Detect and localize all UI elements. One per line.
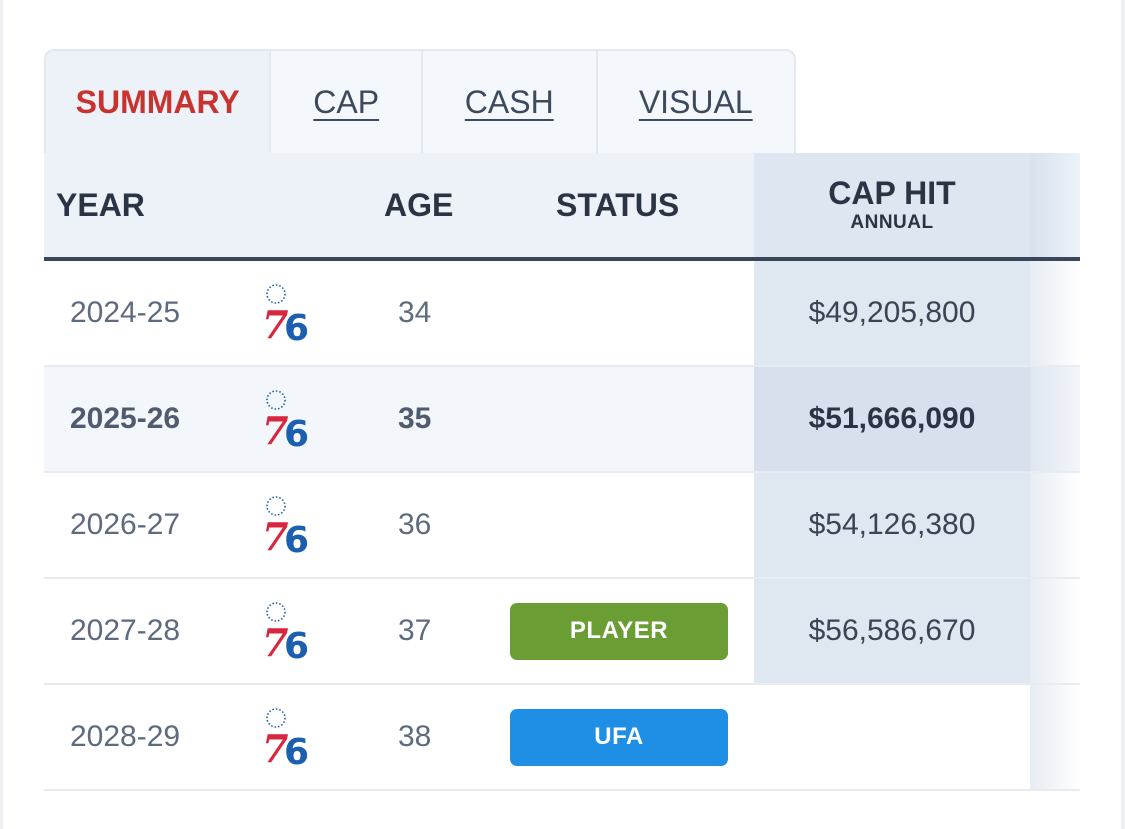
logo-digit-7: 7 — [262, 302, 288, 344]
status-cell — [509, 473, 729, 577]
logo-digit-6: 6 — [284, 414, 309, 450]
year-cell: 2026-27 — [70, 508, 181, 541]
age-cell: 36 — [398, 508, 432, 541]
header-cap-hit-sublabel: ANNUAL — [850, 212, 934, 233]
scroll-fade — [1030, 261, 1080, 365]
tab-cash[interactable]: CASH — [420, 51, 596, 153]
year-cell: 2028-29 — [70, 720, 181, 753]
age-cell: 35 — [398, 402, 432, 435]
year-cell: 2024-25 — [70, 296, 181, 329]
scroll-fade — [1030, 579, 1080, 683]
tab-visual[interactable]: VISUAL — [595, 51, 794, 153]
frame-left-edge — [0, 0, 3, 829]
logo-digit-7: 7 — [262, 726, 288, 768]
logo-digit-7: 7 — [262, 620, 288, 662]
status-cell: UFA — [509, 685, 729, 789]
tab-bar: SUMMARY CAP CASH VISUAL — [44, 49, 796, 153]
age-cell: 37 — [398, 614, 432, 647]
scroll-fade — [1030, 367, 1080, 471]
logo-digit-6: 6 — [284, 308, 309, 344]
cap-hit-cell: $51,666,090 — [754, 367, 1030, 471]
table-header: YEAR AGE STATUS CAP HIT ANNUAL — [44, 153, 1080, 261]
scroll-fade — [1030, 473, 1080, 577]
header-status: STATUS — [556, 186, 680, 223]
scroll-fade — [1030, 685, 1080, 789]
age-cell: 34 — [398, 296, 432, 329]
contract-table: YEAR AGE STATUS CAP HIT ANNUAL 2024-25 7… — [44, 153, 1080, 791]
ufa-status-badge[interactable]: UFA — [510, 708, 728, 766]
logo-digit-7: 7 — [262, 408, 288, 450]
status-cell: PLAYER — [509, 579, 729, 683]
header-age: AGE — [384, 186, 454, 223]
cap-hit-cell: $49,205,800 — [754, 261, 1030, 365]
tab-summary[interactable]: SUMMARY — [46, 51, 270, 153]
tab-cap[interactable]: CAP — [269, 51, 421, 153]
cap-hit-cell: $56,586,670 — [754, 579, 1030, 683]
cap-hit-cell — [754, 685, 1030, 789]
player-option-badge[interactable]: PLAYER — [510, 602, 728, 660]
header-cap-hit[interactable]: CAP HIT ANNUAL — [754, 153, 1030, 257]
logo-digit-7: 7 — [262, 514, 288, 556]
scroll-fade — [1030, 153, 1080, 257]
header-cap-hit-label: CAP HIT — [828, 175, 956, 211]
status-cell — [509, 367, 729, 471]
year-cell: 2027-28 — [70, 614, 181, 647]
logo-digit-6: 6 — [284, 626, 309, 662]
status-cell — [509, 261, 729, 365]
cap-hit-cell: $54,126,380 — [754, 473, 1030, 577]
header-year: YEAR — [56, 186, 145, 223]
frame-right-edge — [1121, 0, 1125, 829]
age-cell: 38 — [398, 720, 432, 753]
logo-digit-6: 6 — [284, 732, 309, 768]
logo-digit-6: 6 — [284, 520, 309, 556]
year-cell: 2025-26 — [70, 402, 181, 435]
